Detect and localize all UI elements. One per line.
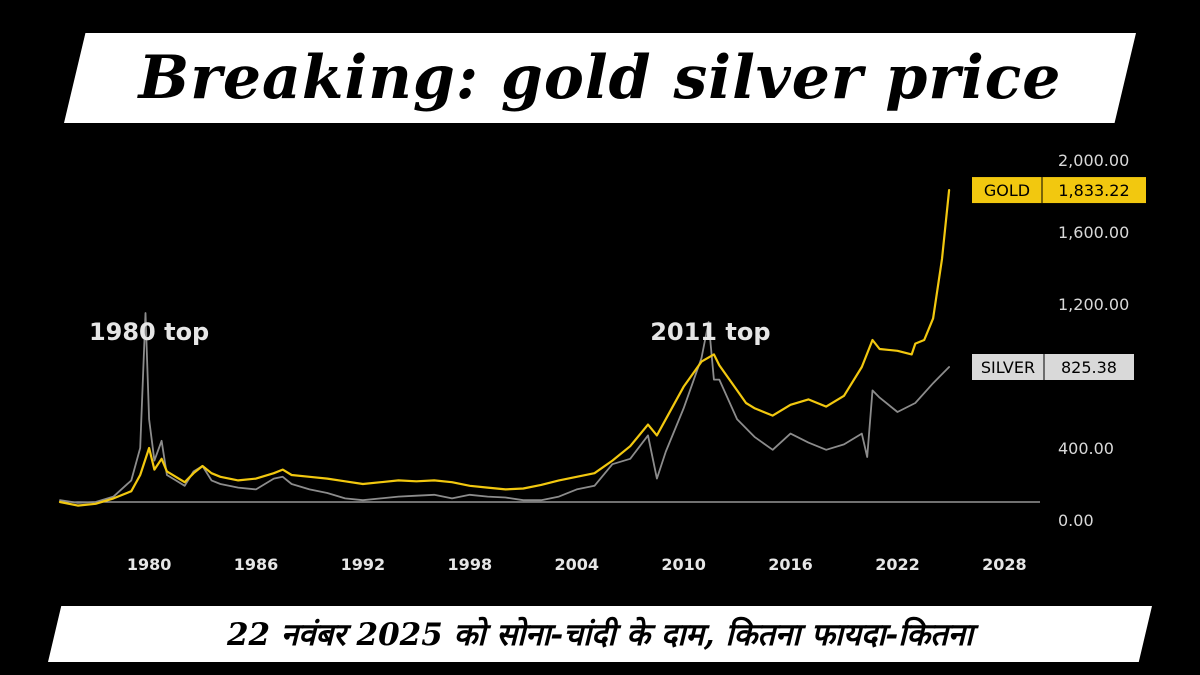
annotation-label: 1980 top xyxy=(89,318,209,346)
series-name-label: GOLD xyxy=(984,181,1030,200)
y-tick-label: 400.00 xyxy=(1058,439,1114,458)
y-tick-label: 2,000.00 xyxy=(1058,151,1129,170)
annotation-label: 2011 top xyxy=(650,318,770,346)
headline-banner: Breaking: gold silver price xyxy=(64,33,1136,123)
x-tick-label: 1992 xyxy=(341,555,386,574)
subline: 22 नवंबर 2025 को सोना-चांदी के दाम, कितन… xyxy=(226,617,974,653)
series-value-box xyxy=(1044,354,1134,380)
y-tick-label: 1,200.00 xyxy=(1058,295,1129,314)
x-tick-label: 2010 xyxy=(661,555,706,574)
x-tick-label: 1998 xyxy=(448,555,493,574)
x-tick-label: 1986 xyxy=(234,555,279,574)
series-name-box xyxy=(972,177,1042,204)
series-value-box xyxy=(1042,177,1146,204)
series-line-gold xyxy=(58,189,951,507)
y-tick-label: 0.00 xyxy=(1058,511,1094,530)
series-line-silver xyxy=(59,312,950,504)
x-tick-label: 2022 xyxy=(875,555,920,574)
headline: Breaking: gold silver price xyxy=(138,43,1062,113)
series-name-label: SILVER xyxy=(981,358,1035,377)
x-tick-label: 2004 xyxy=(554,555,599,574)
x-tick-label: 2016 xyxy=(768,555,813,574)
x-tick-label: 1980 xyxy=(127,555,172,574)
subline-banner: 22 नवंबर 2025 को सोना-चांदी के दाम, कितन… xyxy=(48,606,1152,662)
series-value-label: 825.38 xyxy=(1061,358,1117,377)
series-name-box xyxy=(972,354,1044,380)
series-value-label: 1,833.22 xyxy=(1058,181,1129,200)
x-tick-label: 2028 xyxy=(982,555,1027,574)
y-tick-label: 1,600.00 xyxy=(1058,223,1129,242)
